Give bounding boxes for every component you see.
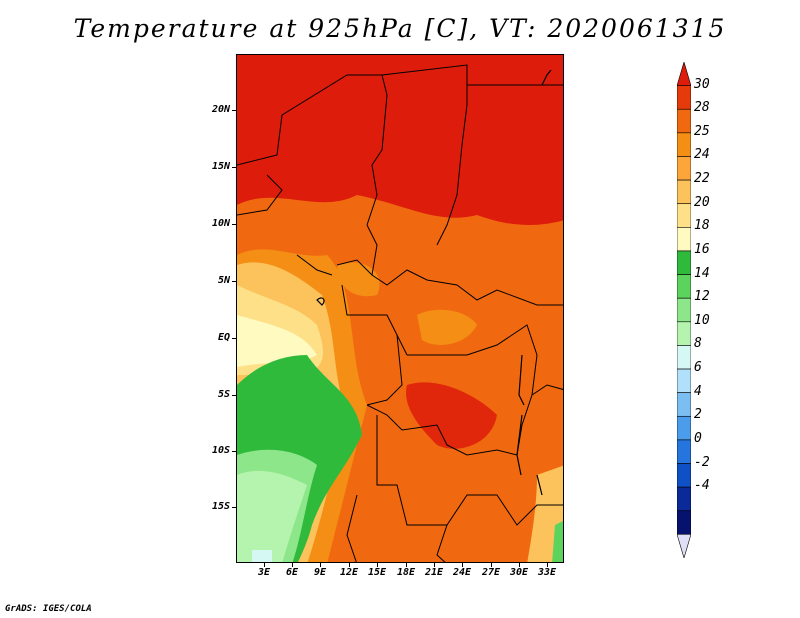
- lon-tick: [320, 563, 321, 567]
- lakes: [316, 69, 552, 496]
- lon-tick: [264, 563, 265, 567]
- colorbar-label: 8: [694, 336, 702, 352]
- colorbar-segment: [677, 345, 691, 370]
- lon-tick: [519, 563, 520, 567]
- lon-label-3e: 3E: [257, 567, 271, 578]
- colorbar-segment: [677, 108, 691, 134]
- lon-label-6e: 6E: [285, 567, 299, 578]
- chart-title: Temperature at 925hPa [C], VT: 202006131…: [73, 14, 727, 43]
- lon-tick: [349, 563, 350, 567]
- colorbar-segment: [677, 415, 691, 441]
- colorbar-segment: [677, 62, 691, 86]
- field-cyan-patch: [252, 550, 272, 562]
- lat-label-eq: EQ: [217, 332, 230, 343]
- lon-tick: [434, 563, 435, 567]
- temperature-map: [236, 54, 564, 563]
- lon-label-30e: 30E: [509, 567, 529, 578]
- lat-tick: [232, 224, 236, 225]
- lat-label-10s: 10S: [211, 445, 230, 456]
- colorbar-label: 24: [694, 147, 710, 163]
- colorbar-segment: [677, 297, 691, 323]
- colorbar-segment: [677, 227, 691, 252]
- colorbar-label: 14: [694, 265, 710, 281]
- colorbar-segment: [677, 85, 691, 110]
- colorbar-segment: [677, 486, 691, 512]
- colorbar-label: 2: [694, 407, 702, 423]
- lon-label-21e: 21E: [424, 567, 444, 578]
- colorbar-label: 16: [694, 241, 710, 257]
- colorbar-label: 25: [694, 123, 710, 139]
- colorbar-label: 12: [694, 289, 710, 305]
- colorbar-label: -4: [694, 478, 710, 494]
- map-field: [237, 55, 563, 562]
- colorbar-label: 6: [694, 360, 702, 376]
- colorbar-label: 10: [694, 312, 710, 328]
- colorbar-segment: [677, 463, 691, 488]
- lat-tick: [232, 451, 236, 452]
- lon-tick: [406, 563, 407, 567]
- lat-tick: [232, 338, 236, 339]
- colorbar-segment: [677, 132, 691, 157]
- colorbar-segment: [677, 156, 691, 181]
- lat-tick: [232, 110, 236, 111]
- colorbar-segment: [677, 321, 691, 346]
- lon-label-33e: 33E: [537, 567, 557, 578]
- lon-tick: [547, 563, 548, 567]
- colorbar-label: -2: [694, 454, 710, 470]
- colorbar-segment: [677, 392, 691, 417]
- colorbar-label: 4: [694, 383, 702, 399]
- lat-label-10n: 10N: [211, 218, 230, 229]
- colorbar-label: 22: [694, 171, 710, 187]
- field-se-green: [552, 521, 563, 562]
- colorbar-segment: [677, 203, 691, 228]
- lat-label-15s: 15S: [211, 501, 230, 512]
- lat-label-5s: 5S: [217, 389, 230, 400]
- colorbar-segment: [677, 368, 691, 393]
- lat-tick: [232, 507, 236, 508]
- field-red-central: [406, 382, 497, 449]
- lon-tick: [292, 563, 293, 567]
- colorbar-segment: [677, 179, 691, 205]
- colorbar-segment: [677, 439, 691, 464]
- lon-label-18e: 18E: [396, 567, 416, 578]
- lat-label-5n: 5N: [217, 275, 230, 286]
- colorbar-segment: [677, 534, 691, 558]
- lon-label-27e: 27E: [481, 567, 501, 578]
- colorbar-segment: [677, 274, 691, 299]
- field-pale-green: [237, 470, 307, 562]
- lat-tick: [232, 167, 236, 168]
- field-light-patch-2: [337, 262, 380, 297]
- lon-tick: [462, 563, 463, 567]
- lat-label-15n: 15N: [211, 161, 230, 172]
- country-borders: [237, 64, 563, 562]
- lat-tick: [232, 395, 236, 396]
- lon-tick: [491, 563, 492, 567]
- colorbar-label: 0: [694, 430, 702, 446]
- colorbar-label: 20: [694, 194, 710, 210]
- field-cream: [237, 315, 317, 367]
- lon-label-12e: 12E: [339, 567, 359, 578]
- colorbar-segment: [677, 510, 691, 535]
- lon-label-15e: 15E: [367, 567, 387, 578]
- lon-label-24e: 24E: [452, 567, 472, 578]
- lat-label-20n: 20N: [211, 104, 230, 115]
- lat-tick: [232, 281, 236, 282]
- lon-tick: [377, 563, 378, 567]
- field-light-central: [417, 309, 477, 345]
- lon-label-9e: 9E: [313, 567, 327, 578]
- colorbar-label: 18: [694, 218, 710, 234]
- colorbar: [677, 62, 691, 558]
- grads-credit: GrADS: IGES/COLA: [5, 604, 92, 614]
- colorbar-segment: [677, 250, 691, 275]
- colorbar-label: 30: [694, 76, 710, 92]
- colorbar-label: 28: [694, 100, 710, 116]
